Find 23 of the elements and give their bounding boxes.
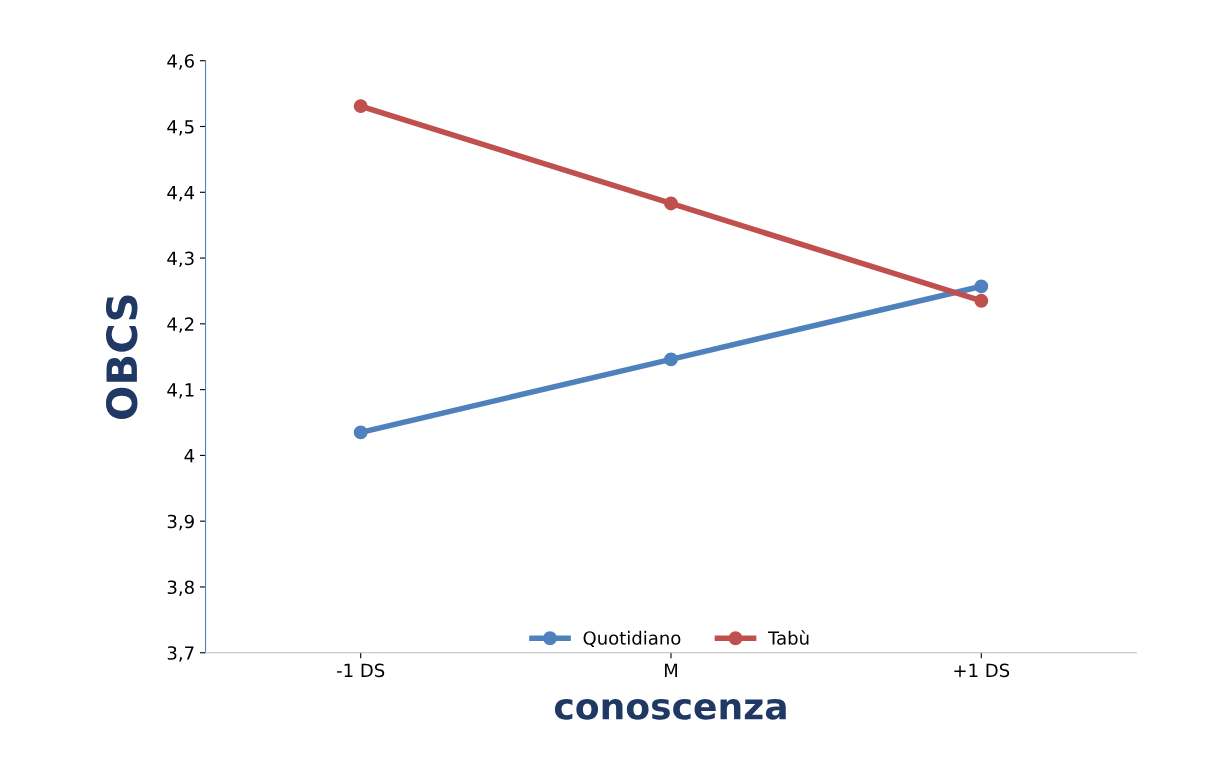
- point: [353, 99, 368, 114]
- y-tick-label: 4: [184, 449, 195, 463]
- y-tick-label: 3,9: [167, 514, 194, 531]
- legend-label: Quotidiano: [583, 630, 681, 647]
- x-axis-title: conoscenza: [554, 698, 786, 720]
- point: [664, 196, 678, 211]
- y-tick-label: 4,5: [167, 120, 194, 136]
- y-axis-title: OBCS: [105, 295, 138, 419]
- point: [974, 293, 989, 308]
- point: [664, 352, 678, 367]
- y-tick-label: 4,4: [167, 185, 195, 202]
- y-tick-label: 3,7: [167, 646, 194, 662]
- x-tick-label: +1 DS: [954, 663, 1010, 678]
- y-tick-label: 3,8: [167, 580, 194, 596]
- legend-label: Tabù: [767, 630, 809, 645]
- y-tick-label: 4,2: [167, 317, 194, 333]
- point: [974, 279, 989, 294]
- y-tick-label: 4,1: [167, 383, 194, 399]
- x-tick-label: M: [664, 663, 678, 677]
- x-tick-label: -1 DS: [337, 663, 385, 678]
- y-tick-label: 4,3: [167, 251, 194, 268]
- y-tick-label: 4,6: [167, 54, 194, 70]
- point: [353, 425, 368, 440]
